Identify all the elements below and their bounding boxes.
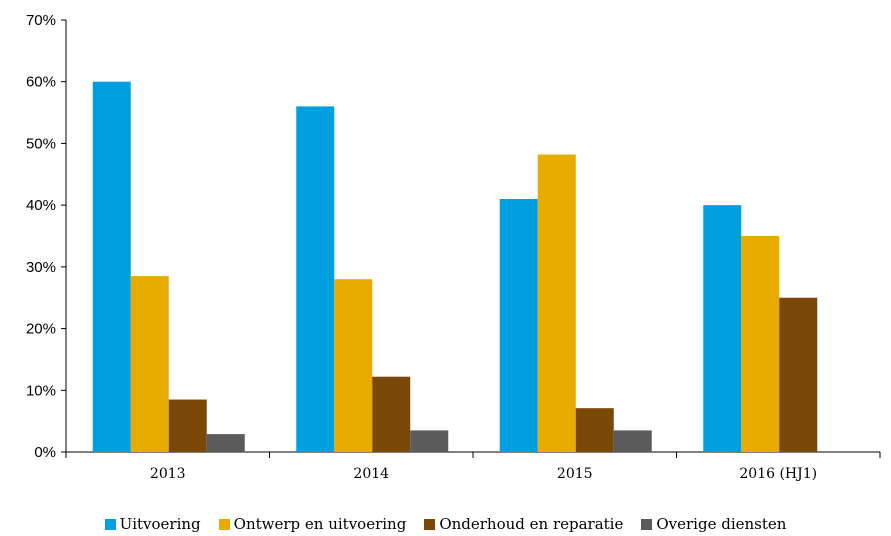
- bar-overige-diensten-2013: [206, 434, 245, 452]
- y-tick-label: 40%: [26, 197, 56, 214]
- bar-onderhoud-en-reparatie-2014: [372, 376, 411, 452]
- bar-ontwerp-en-uitvoering-2016hj1: [741, 236, 780, 452]
- y-tick-label: 10%: [26, 382, 56, 399]
- y-tick-label: 50%: [26, 135, 56, 152]
- legend-label: Onderhoud en reparatie: [439, 515, 624, 533]
- legend-swatch: [424, 518, 436, 530]
- legend-item: Overige diensten: [641, 515, 786, 533]
- bar-ontwerp-en-uitvoering-2015: [537, 154, 576, 452]
- legend-item: Onderhoud en reparatie: [424, 515, 623, 533]
- bar-chart: 0% 10% 20% 30% 40% 50% 60% 70% 2013 2014 2015 2016 …: [26, 12, 881, 482]
- bar-overige-diensten-2014: [410, 430, 449, 452]
- y-tick-label: 0%: [34, 444, 56, 461]
- bar-uitvoering-2014: [296, 106, 335, 453]
- legend-item: Ontwerp en uitvoering: [218, 515, 407, 533]
- bar-ontwerp-en-uitvoering-2013: [130, 276, 169, 452]
- bar-ontwerp-en-uitvoering-2014: [334, 279, 373, 452]
- legend-swatch: [218, 518, 230, 530]
- chart-legend: Uitvoering Ontwerp en uitvoering Onderhoud…: [0, 512, 891, 536]
- x-category-label: 2014: [353, 466, 389, 482]
- legend-label: Ontwerp en uitvoering: [233, 515, 407, 533]
- x-category-label: 2016 (HJ1): [739, 466, 817, 482]
- bar-onderhoud-en-reparatie-2016hj1: [779, 297, 818, 452]
- legend-item: Uitvoering: [104, 515, 201, 533]
- y-tick-label: 20%: [26, 321, 56, 338]
- y-tick-label: 30%: [26, 259, 56, 276]
- bar-overige-diensten-2015: [613, 430, 652, 452]
- bar-onderhoud-en-reparatie-2013: [168, 399, 207, 452]
- legend-label: Overige diensten: [656, 515, 787, 533]
- x-category-label: 2015: [557, 466, 593, 482]
- bar-uitvoering-2013: [92, 81, 131, 452]
- legend-swatch: [104, 518, 116, 530]
- legend-label: Uitvoering: [119, 515, 201, 533]
- x-category-label: 2013: [150, 466, 186, 482]
- bar-uitvoering-2016hj1: [703, 205, 742, 452]
- y-tick-label: 70%: [26, 12, 56, 29]
- legend-swatch: [641, 518, 653, 530]
- y-tick-label: 60%: [26, 74, 56, 91]
- bar-onderhoud-en-reparatie-2015: [575, 408, 614, 452]
- bar-uitvoering-2015: [499, 198, 538, 452]
